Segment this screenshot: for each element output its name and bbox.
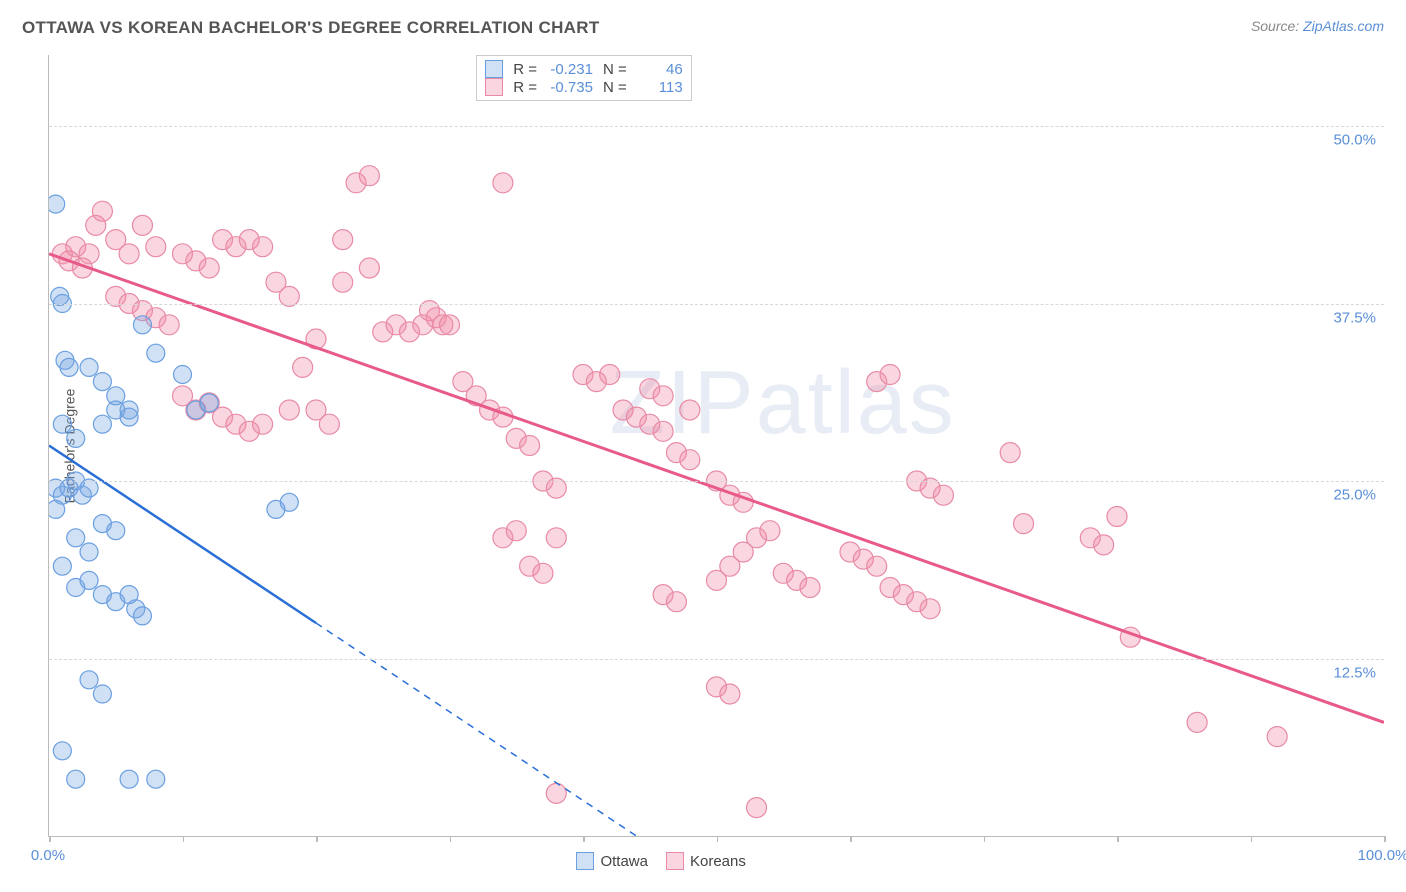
x-tick bbox=[1117, 836, 1119, 842]
x-tick bbox=[1384, 836, 1386, 842]
x-tick bbox=[850, 836, 852, 842]
stats-legend-box: R = -0.231 N = 46 R = -0.735 N = 113 bbox=[476, 55, 692, 101]
y-tick-label: 37.5% bbox=[1333, 309, 1376, 326]
x-tick bbox=[1251, 836, 1253, 842]
source-link[interactable]: ZipAtlas.com bbox=[1303, 18, 1384, 34]
x-tick bbox=[49, 836, 51, 842]
swatch-ottawa-icon bbox=[576, 852, 594, 870]
gridline-h bbox=[49, 481, 1384, 482]
n-value-ottawa: 46 bbox=[633, 61, 683, 78]
swatch-ottawa-icon bbox=[485, 60, 503, 78]
x-tick bbox=[984, 836, 986, 842]
legend-label-koreans: Koreans bbox=[690, 853, 746, 870]
r-value-koreans: -0.735 bbox=[543, 79, 593, 96]
plot-area: ZIPatlas R = -0.231 N = 46 R = -0.735 N … bbox=[48, 55, 1384, 837]
x-tick bbox=[316, 836, 318, 842]
r-label: R = bbox=[513, 79, 537, 96]
swatch-koreans-icon bbox=[485, 78, 503, 96]
n-value-koreans: 113 bbox=[633, 79, 683, 96]
gridline-h bbox=[49, 126, 1384, 127]
legend-label-ottawa: Ottawa bbox=[600, 853, 648, 870]
n-label: N = bbox=[603, 79, 627, 96]
bottom-legend: Ottawa Koreans bbox=[576, 852, 745, 870]
gridline-h bbox=[49, 304, 1384, 305]
chart-svg bbox=[49, 55, 1384, 836]
source-attribution: Source: ZipAtlas.com bbox=[1251, 18, 1384, 34]
stats-row-ottawa: R = -0.231 N = 46 bbox=[485, 60, 683, 78]
source-label: Source: bbox=[1251, 18, 1299, 34]
stats-row-koreans: R = -0.735 N = 113 bbox=[485, 78, 683, 96]
gridline-h bbox=[49, 659, 1384, 660]
legend-item-koreans: Koreans bbox=[666, 852, 746, 870]
legend-item-ottawa: Ottawa bbox=[576, 852, 648, 870]
chart-title: OTTAWA VS KOREAN BACHELOR'S DEGREE CORRE… bbox=[22, 18, 600, 38]
x-tick bbox=[583, 836, 585, 842]
x-tick bbox=[717, 836, 719, 842]
x-tick bbox=[450, 836, 452, 842]
x-tick-label: 100.0% bbox=[1358, 847, 1406, 864]
r-value-ottawa: -0.231 bbox=[543, 61, 593, 78]
x-tick bbox=[183, 836, 185, 842]
y-tick-label: 25.0% bbox=[1333, 487, 1376, 504]
watermark: ZIPatlas bbox=[610, 352, 956, 455]
r-label: R = bbox=[513, 61, 537, 78]
x-tick-label: 0.0% bbox=[31, 847, 65, 864]
y-tick-label: 50.0% bbox=[1333, 132, 1376, 149]
y-tick-label: 12.5% bbox=[1333, 664, 1376, 681]
swatch-koreans-icon bbox=[666, 852, 684, 870]
n-label: N = bbox=[603, 61, 627, 78]
